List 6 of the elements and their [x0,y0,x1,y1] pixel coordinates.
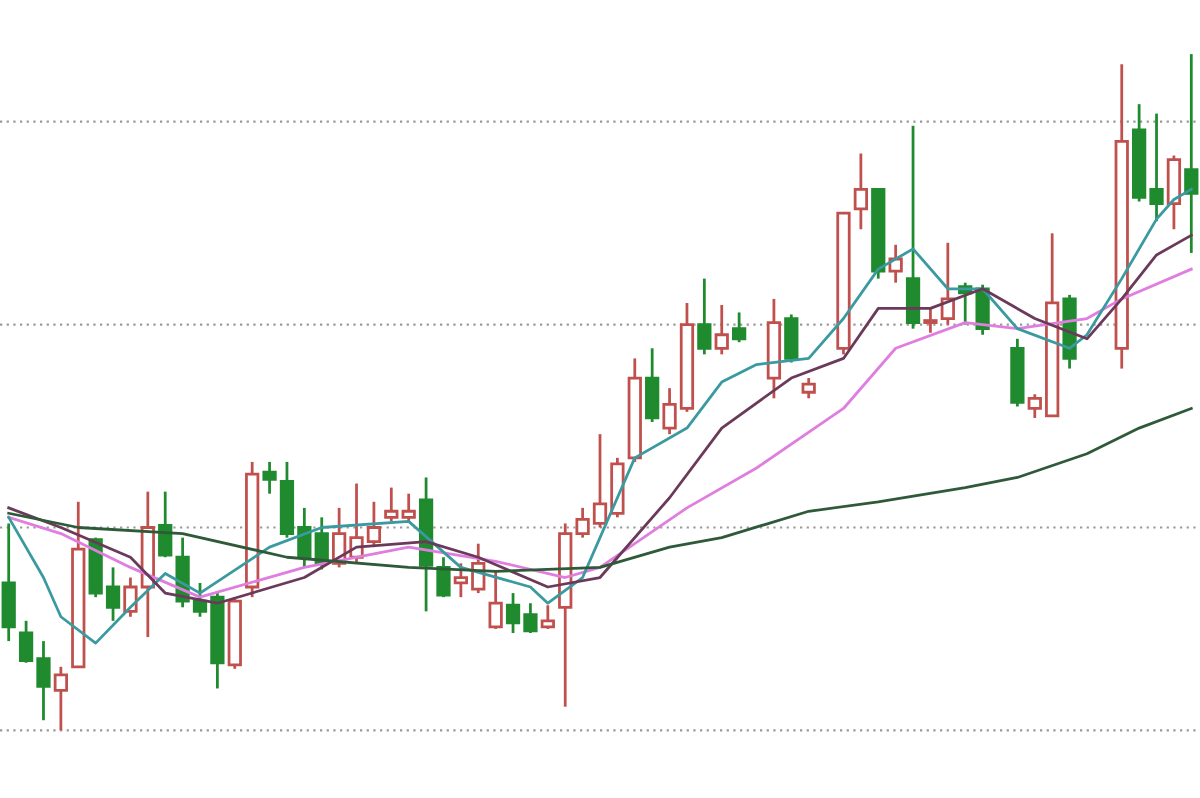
candlestick [1114,62,1129,370]
candlestick [1,522,16,643]
candlestick [766,297,782,400]
candlestick [1184,52,1199,255]
candlestick [53,665,68,732]
candlestick [853,152,868,231]
